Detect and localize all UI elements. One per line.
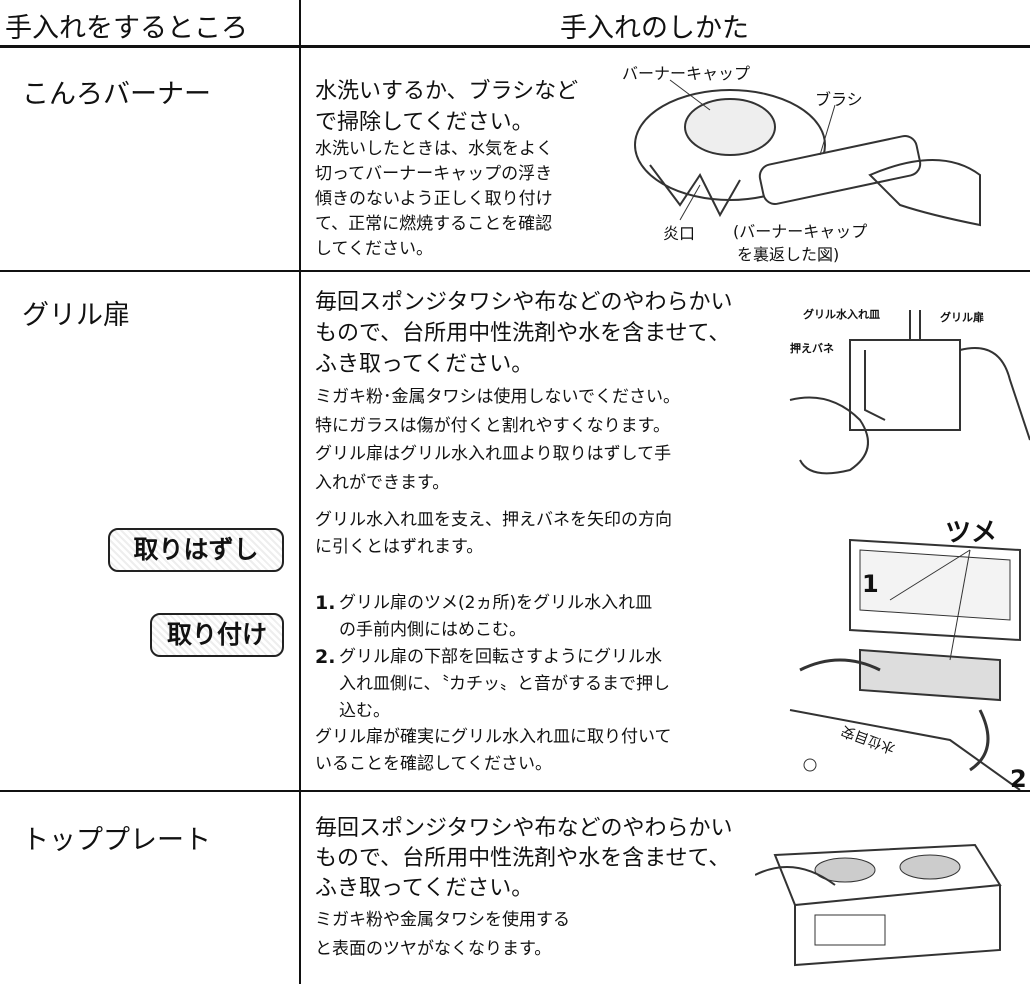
- figure-label: グリル扉: [940, 311, 984, 324]
- text-line: ミガキ粉や金属タワシを使用する: [315, 910, 570, 930]
- text-line: 水洗いするか、ブラシなど: [315, 79, 579, 104]
- text-line: に引くとはずれます。: [315, 537, 484, 557]
- column-rule: [299, 0, 301, 984]
- header-rule: [0, 45, 1030, 48]
- text-line: ミガキ粉･金属タワシは使用しないでください。: [315, 387, 680, 407]
- text-line: で掃除してください。: [315, 110, 534, 135]
- text-line: 切ってバーナーキャップの浮き: [315, 164, 553, 184]
- text-line: と表面のツヤがなくなります。: [315, 939, 552, 959]
- step-number: 2.: [315, 646, 336, 668]
- top-plate-illustration: [755, 843, 1002, 967]
- grill-attach-illustration: [789, 538, 1021, 790]
- figure-label: 1: [862, 570, 879, 598]
- body-text: 水洗いしたときは、水気をよく 切ってバーナーキャップの浮き 傾きのないよう正しく取り…: [315, 137, 553, 262]
- text-line: グリル扉が確実にグリル水入れ皿に取り付いて: [315, 727, 672, 747]
- heading: 毎回スポンジタワシや布などのやわらかい もので、台所用中性洗剤や水を含ませて、 ふき…: [315, 287, 733, 380]
- figure-label: ツメ: [945, 518, 998, 548]
- text-line: グリル扉のツメ(2ヵ所)をグリル水入れ皿: [339, 593, 653, 613]
- text-line: もので、台所用中性洗剤や水を含ませて、: [315, 321, 731, 346]
- step-text: グリル扉の下部を回転さすようにグリル水 入れ皿側に、〝カチッ〟と音がするまで押し込…: [339, 644, 670, 725]
- heading: 水洗いするか、ブラシなど で掃除してください。: [315, 76, 578, 138]
- body-text: ミガキ粉･金属タワシは使用しないでください。 特にガラスは傷が付くと割れやすくなり…: [315, 383, 680, 497]
- figure-label: (バーナーキャップ: [733, 222, 868, 241]
- text-line: グリル扉の下部を回転さすようにグリル水: [339, 647, 662, 667]
- body-text: グリル扉が確実にグリル水入れ皿に取り付いて いることを確認してください。: [315, 724, 672, 778]
- text-line: ふき取ってください。: [315, 352, 534, 377]
- figure-label: を裏返した図): [737, 245, 840, 264]
- place: グリル扉: [22, 300, 130, 331]
- step: 1. グリル扉のツメ(2ヵ所)をグリル水入れ皿 の手前内側にはめこむ。: [315, 590, 670, 644]
- steps: 1. グリル扉のツメ(2ヵ所)をグリル水入れ皿 の手前内側にはめこむ。 2. グリル扉の…: [315, 590, 670, 725]
- body-text: グリル水入れ皿を支え、押えバネを矢印の方向 に引くとはずれます。: [315, 507, 672, 561]
- text-line: 入れ皿側に、〝カチッ〟と音がするまで押し: [339, 674, 670, 694]
- text-line: 入れができます。: [315, 472, 450, 493]
- heading: 毎回スポンジタワシや布などのやわらかい もので、台所用中性洗剤や水を含ませて、 ふき…: [315, 814, 733, 904]
- text-line: 特にガラスは傷が付くと割れやすくなります。: [315, 415, 670, 436]
- tag-remove: 取りはずし: [108, 528, 284, 572]
- text-line: て、正常に燃焼することを確認: [315, 214, 553, 234]
- grill-door-illustration: [789, 310, 1030, 475]
- text-line: 水洗いしたときは、水気をよく: [315, 139, 553, 159]
- tag-attach: 取り付け: [150, 613, 284, 657]
- step-number: 1.: [315, 592, 336, 614]
- figure-label: 押えバネ: [790, 342, 834, 355]
- text-line: 傾きのないよう正しく取り付け: [315, 189, 553, 209]
- text-line: してください。: [315, 239, 433, 259]
- body-text: ミガキ粉や金属タワシを使用する と表面のツヤがなくなります。: [315, 906, 570, 964]
- figure-label: バーナーキャップ: [622, 64, 751, 83]
- text-line: グリル水入れ皿を支え、押えバネを矢印の方向: [315, 510, 672, 530]
- header-method: 手入れのしかた: [560, 13, 749, 44]
- place: トッププレート: [22, 825, 211, 856]
- header-place: 手入れをするところ: [5, 13, 248, 44]
- step: 2. グリル扉の下部を回転さすようにグリル水 入れ皿側に、〝カチッ〟と音がするまで押…: [315, 644, 670, 725]
- step-text: グリル扉のツメ(2ヵ所)をグリル水入れ皿 の手前内側にはめこむ。: [339, 590, 652, 644]
- row-rule: [0, 270, 1030, 272]
- text-line: の手前内側にはめこむ。: [339, 620, 526, 640]
- row-rule: [0, 790, 1030, 792]
- figure-label: 炎口: [663, 224, 696, 243]
- figure-label: 2: [1010, 765, 1027, 793]
- text-line: ふき取ってください。: [315, 876, 534, 901]
- text-line: 込む。: [339, 701, 390, 721]
- text-line: グリル扉はグリル水入れ皿より取りはずして手: [315, 444, 672, 464]
- text-line: 毎回スポンジタワシや布などのやわらかい: [315, 290, 733, 315]
- place: こんろバーナー: [22, 79, 211, 110]
- burner-illustration: [634, 79, 981, 227]
- text-line: いることを確認してください。: [315, 754, 552, 774]
- figure-label: ブラシ: [815, 90, 863, 109]
- figure-label: グリル水入れ皿: [803, 308, 880, 321]
- text-line: 毎回スポンジタワシや布などのやわらかい: [315, 816, 733, 841]
- text-line: もので、台所用中性洗剤や水を含ませて、: [315, 846, 731, 871]
